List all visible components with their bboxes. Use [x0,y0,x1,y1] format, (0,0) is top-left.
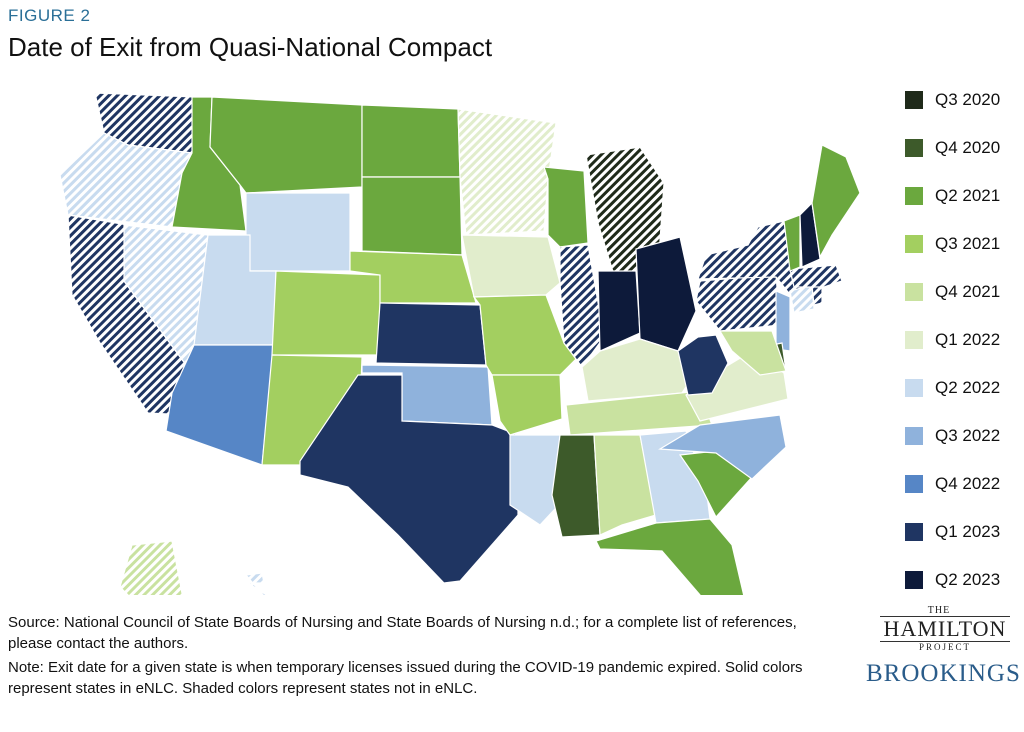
legend-swatch [905,283,923,301]
legend-label: Q2 2022 [935,378,1001,397]
legend-item: Q4 2022 [905,460,1024,508]
logo-the: THE [927,605,951,616]
state-co [271,270,381,356]
state-hi [244,572,268,595]
legend-item: Q4 2020 [905,124,1024,172]
legend: Q3 2020 Q4 2020 Q2 2021 Q3 2021 Q4 2021 … [905,76,1024,604]
legend-label: Q4 2022 [935,474,1001,493]
state-fl [595,518,745,595]
state-vt [783,214,801,272]
state-nc [658,414,787,480]
state-oh [635,236,697,352]
legend-swatch [905,379,923,397]
state-nj [775,290,791,352]
legend-label: Q2 2023 [935,570,1001,589]
legend-item: Q2 2022 [905,364,1024,412]
state-nh [799,201,821,268]
legend-label: Q1 2022 [935,330,1001,349]
state-nd [361,104,461,178]
hamilton-project-logo: THE HAMILTON PROJECT [866,605,1024,652]
logo-hamilton: HAMILTON [879,616,1011,642]
legend-swatch [905,331,923,349]
legend-label: Q3 2020 [935,90,1001,109]
brookings-logo: BROOKINGS [866,660,1021,687]
us-state-map [59,92,861,595]
legend-item: Q1 2023 [905,508,1024,556]
source-note: Source: National Council of State Boards… [8,614,797,652]
legend-swatch [905,523,923,541]
legend-swatch [905,139,923,157]
legend-item: Q4 2021 [905,268,1024,316]
state-sd [361,176,463,256]
state-wi [543,166,589,248]
legend-label: Q4 2021 [935,282,1001,301]
state-wv [677,334,729,396]
legend-swatch [905,475,923,493]
logo-project: PROJECT [918,642,971,652]
legend-item: Q2 2023 [905,556,1024,604]
legend-item: Q3 2020 [905,76,1024,124]
legend-item: Q3 2022 [905,412,1024,460]
state-az [165,344,275,466]
footnote: Note: Exit date for a given state is whe… [8,659,803,697]
legend-swatch [905,187,923,205]
legend-item: Q2 2021 [905,172,1024,220]
legend-label: Q1 2023 [935,522,1001,541]
state-ia [461,234,561,298]
state-tx [299,374,519,584]
state-in [597,270,641,352]
state-ks [375,302,487,366]
legend-label: Q3 2022 [935,426,1001,445]
legend-label: Q2 2021 [935,186,1001,205]
legend-swatch [905,91,923,109]
state-md [718,330,787,376]
state-mo [472,294,577,376]
state-ar [491,374,563,436]
state-me [811,144,861,259]
state-al [593,434,657,536]
legend-swatch [905,235,923,253]
legend-item: Q3 2021 [905,220,1024,268]
state-wy [245,192,351,272]
state-mn [457,108,557,236]
chart-title: Date of Exit from Quasi-National Compact [8,32,493,62]
legend-label: Q4 2020 [935,138,1001,157]
figure-label: FIGURE 2 [8,6,91,25]
state-ma [789,264,843,288]
states-layer [59,92,861,595]
legend-label: Q3 2021 [935,234,1001,253]
state-ms [551,434,601,538]
state-ak [119,540,183,595]
state-pa [695,274,781,332]
legend-swatch [905,427,923,445]
legend-item: Q1 2022 [905,316,1024,364]
legend-swatch [905,571,923,589]
